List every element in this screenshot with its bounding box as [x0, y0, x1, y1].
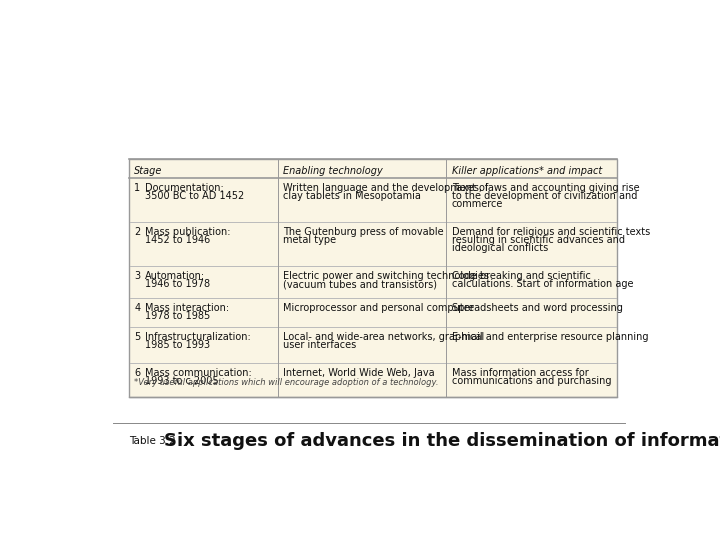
Text: (vacuum tubes and transistors): (vacuum tubes and transistors)	[283, 279, 437, 289]
Text: Mass information access for: Mass information access for	[451, 368, 588, 378]
Text: 3: 3	[134, 271, 140, 281]
Text: 1978 to 1985: 1978 to 1985	[145, 311, 210, 321]
Text: Six stages of advances in the dissemination of information: Six stages of advances in the disseminat…	[163, 431, 720, 450]
Text: calculations. Start of information age: calculations. Start of information age	[451, 279, 633, 289]
Text: ideological conflicts: ideological conflicts	[451, 243, 548, 253]
Text: 5: 5	[134, 332, 140, 342]
Text: 1452 to 1946: 1452 to 1946	[145, 235, 210, 245]
Text: resulting in scientific advances and: resulting in scientific advances and	[451, 235, 624, 245]
Text: Killer applications* and impact: Killer applications* and impact	[451, 166, 602, 176]
Text: E-mail and enterprise resource planning: E-mail and enterprise resource planning	[451, 332, 648, 342]
Text: Demand for religious and scientific texts: Demand for religious and scientific text…	[451, 227, 649, 237]
Text: *Very useful applications which will encourage adoption of a technology.: *Very useful applications which will enc…	[134, 377, 438, 387]
Text: 1993 to c.2005: 1993 to c.2005	[145, 376, 219, 386]
Text: 4: 4	[134, 303, 140, 313]
Text: 1985 to 1993: 1985 to 1993	[145, 340, 210, 350]
Text: clay tablets in Mesopotamia: clay tablets in Mesopotamia	[283, 191, 421, 201]
Text: metal type: metal type	[283, 235, 336, 245]
Text: Spreadsheets and word processing: Spreadsheets and word processing	[451, 303, 622, 313]
Text: to the development of civilization and: to the development of civilization and	[451, 191, 637, 201]
Text: Infrastructuralization:: Infrastructuralization:	[145, 332, 251, 342]
Text: 1: 1	[134, 183, 140, 193]
Text: Code breaking and scientific: Code breaking and scientific	[451, 271, 590, 281]
Text: commerce: commerce	[451, 199, 503, 209]
Text: Written language and the development of: Written language and the development of	[283, 183, 488, 193]
Text: Table 3.2: Table 3.2	[129, 436, 176, 446]
Text: communications and purchasing: communications and purchasing	[451, 376, 611, 386]
Text: Automation:: Automation:	[145, 271, 205, 281]
Text: 1946 to 1978: 1946 to 1978	[145, 279, 210, 289]
Text: Enabling technology: Enabling technology	[283, 166, 383, 176]
Text: Taxes, laws and accounting giving rise: Taxes, laws and accounting giving rise	[451, 183, 639, 193]
Text: Stage: Stage	[134, 166, 163, 176]
Text: Mass interaction:: Mass interaction:	[145, 303, 229, 313]
Text: Microprocessor and personal computer: Microprocessor and personal computer	[283, 303, 474, 313]
Text: The Gutenburg press of movable: The Gutenburg press of movable	[283, 227, 444, 237]
Text: 3500 BC to AD 1452: 3500 BC to AD 1452	[145, 191, 244, 201]
Bar	[129, 159, 617, 397]
Text: Local- and wide-area networks, graphical: Local- and wide-area networks, graphical	[283, 332, 485, 342]
Text: Electric power and switching technologies: Electric power and switching technologie…	[283, 271, 489, 281]
Text: Documentation:: Documentation:	[145, 183, 224, 193]
Text: 2: 2	[134, 227, 140, 237]
Text: Mass publication:: Mass publication:	[145, 227, 230, 237]
Text: Internet, World Wide Web, Java: Internet, World Wide Web, Java	[283, 368, 435, 378]
Text: Mass communication:: Mass communication:	[145, 368, 252, 378]
Text: user interfaces: user interfaces	[283, 340, 356, 350]
Text: 6: 6	[134, 368, 140, 378]
